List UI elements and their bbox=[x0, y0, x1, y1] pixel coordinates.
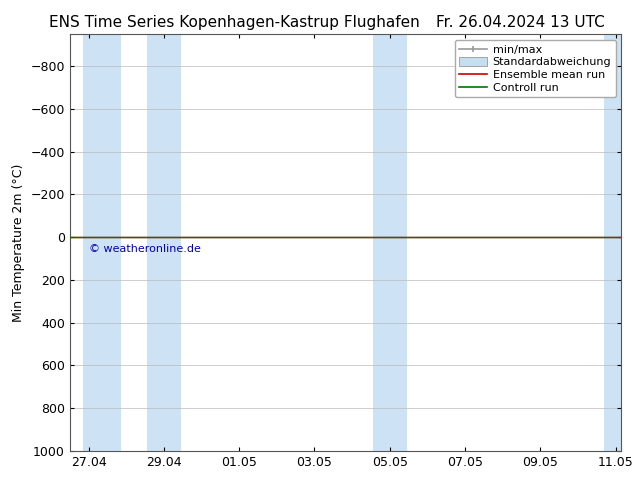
Bar bbox=[147, 34, 181, 451]
Text: © weatheronline.de: © weatheronline.de bbox=[89, 244, 201, 254]
Bar bbox=[83, 34, 120, 451]
Y-axis label: Min Temperature 2m (°C): Min Temperature 2m (°C) bbox=[12, 163, 25, 322]
Text: ENS Time Series Kopenhagen-Kastrup Flughafen: ENS Time Series Kopenhagen-Kastrup Flugh… bbox=[49, 15, 420, 30]
Bar bbox=[604, 34, 621, 451]
Text: Fr. 26.04.2024 13 UTC: Fr. 26.04.2024 13 UTC bbox=[436, 15, 604, 30]
Bar bbox=[373, 34, 407, 451]
Legend: min/max, Standardabweichung, Ensemble mean run, Controll run: min/max, Standardabweichung, Ensemble me… bbox=[455, 40, 616, 97]
